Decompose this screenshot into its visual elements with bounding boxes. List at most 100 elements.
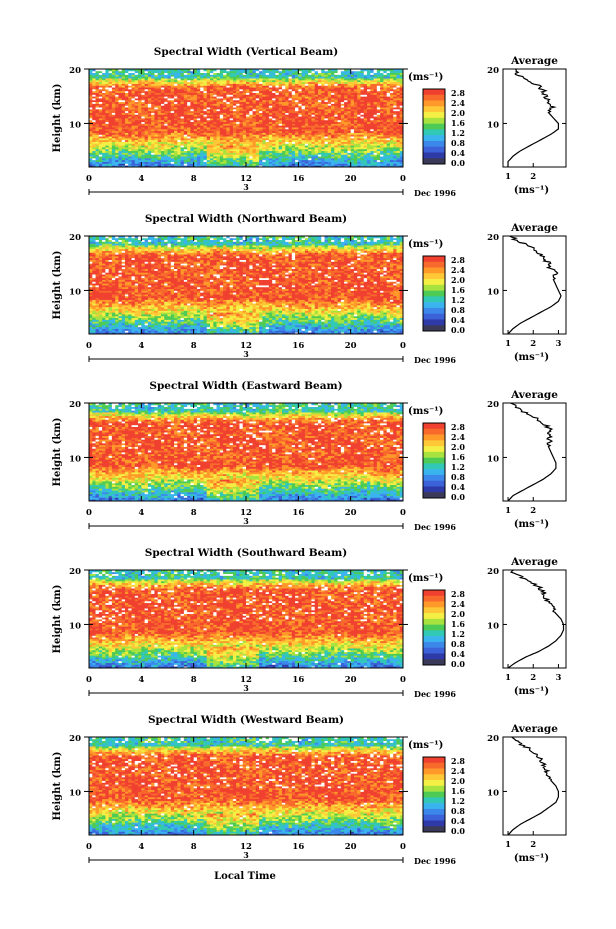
heatmap-cell: [314, 74, 319, 77]
heatmap-cell: [357, 74, 361, 77]
heatmap-cell: [242, 112, 247, 115]
heatmap-cell: [219, 148, 224, 152]
heatmap-cell: [353, 105, 358, 108]
heatmap-cell: [324, 112, 329, 115]
heatmap-cell: [118, 161, 123, 164]
heatmap-cell: [380, 74, 384, 77]
heatmap-cell: [210, 114, 214, 117]
heatmap-cell: [89, 157, 93, 161]
heatmap-cell: [383, 123, 388, 126]
heatmap-cell: [92, 159, 96, 162]
heatmap-cell: [216, 108, 221, 112]
heatmap-cell: [121, 85, 126, 88]
heatmap-cell: [291, 163, 296, 166]
heatmap-cell: [363, 108, 368, 112]
heatmap-cell: [265, 154, 270, 157]
heatmap-cell: [92, 154, 96, 157]
heatmap-cell: [252, 105, 257, 108]
heatmap-cell: [108, 81, 113, 84]
heatmap-cell: [232, 143, 237, 146]
heatmap-cell: [262, 137, 267, 141]
heatmap-cell: [314, 152, 319, 155]
heatmap-cell: [128, 150, 132, 153]
heatmap-cell: [115, 128, 119, 132]
heatmap-cell: [131, 139, 136, 142]
heatmap-cell: [360, 161, 365, 164]
heatmap-cell: [340, 130, 345, 133]
heatmap-cell: [295, 134, 299, 137]
heatmap-cell: [118, 78, 123, 81]
heatmap-cell: [151, 139, 155, 142]
heatmap-cell: [144, 156, 149, 159]
heatmap-cell: [331, 76, 335, 79]
heatmap-cell: [278, 78, 283, 81]
heatmap-cell: [239, 130, 244, 133]
heatmap-cell: [177, 152, 181, 155]
heatmap-cell: [255, 156, 260, 159]
heatmap-cell: [111, 125, 116, 128]
heatmap-cell: [121, 141, 126, 144]
heatmap-cell: [216, 157, 221, 161]
heatmap-cell: [370, 87, 374, 90]
heatmap-cell: [393, 137, 397, 141]
heatmap-cell: [363, 98, 368, 101]
heatmap-cell: [115, 148, 119, 152]
heatmap-cell: [210, 134, 214, 137]
heatmap-cell: [278, 136, 283, 139]
heatmap-cell: [138, 154, 142, 157]
heatmap-cell: [102, 130, 106, 133]
heatmap-cell: [255, 119, 260, 123]
heatmap-cell: [108, 108, 113, 112]
heatmap-cell: [272, 137, 276, 141]
heatmap-cell: [213, 130, 217, 133]
heatmap-cell: [154, 157, 159, 161]
heatmap-cell: [380, 83, 384, 86]
heatmap-cell: [242, 72, 247, 75]
heatmap-cell: [252, 130, 257, 133]
heatmap-cell: [170, 103, 175, 106]
heatmap-cell: [174, 121, 178, 124]
heatmap-cell: [154, 79, 159, 83]
heatmap-cell: [363, 143, 368, 146]
heatmap-cell: [246, 114, 250, 117]
heatmap-cell: [399, 139, 403, 142]
heatmap-cell: [219, 76, 224, 79]
heatmap-cell: [373, 74, 378, 77]
heatmap-cell: [210, 123, 214, 126]
heatmap-cell: [213, 163, 217, 166]
heatmap-cell: [98, 116, 103, 119]
heatmap-cell: [190, 145, 195, 148]
heatmap-cell: [252, 119, 257, 123]
heatmap-cell: [259, 76, 263, 79]
heatmap-cell: [340, 147, 345, 150]
heatmap-cell: [219, 74, 224, 77]
heatmap-cell: [183, 101, 188, 104]
heatmap-cell: [95, 157, 100, 161]
heatmap-cell: [265, 103, 270, 106]
heatmap-cell: [360, 156, 365, 159]
heatmap-cell: [337, 143, 342, 146]
heatmap-cell: [121, 147, 126, 150]
heatmap-cell: [131, 128, 136, 132]
heatmap-cell: [160, 79, 165, 83]
heatmap-cell: [255, 107, 260, 110]
heatmap-cell: [383, 156, 388, 159]
heatmap-cell: [183, 161, 188, 164]
heatmap-cell: [164, 123, 168, 126]
heatmap-cell: [340, 88, 345, 92]
heatmap-cell: [121, 156, 126, 159]
heatmap-cell: [102, 92, 106, 95]
heatmap-cell: [177, 96, 181, 99]
heatmap-cell: [334, 81, 338, 84]
heatmap-cell: [131, 136, 136, 139]
heatmap-cell: [98, 76, 103, 79]
heatmap-cell: [246, 163, 250, 166]
heatmap-cell: [327, 163, 332, 166]
heatmap-cell: [164, 99, 168, 103]
heatmap-cell: [128, 119, 132, 123]
heatmap-cell: [262, 90, 267, 93]
heatmap-cell: [249, 118, 253, 121]
heatmap-cell: [216, 125, 221, 128]
heatmap-cell: [124, 119, 129, 123]
heatmap-cell: [399, 152, 403, 155]
